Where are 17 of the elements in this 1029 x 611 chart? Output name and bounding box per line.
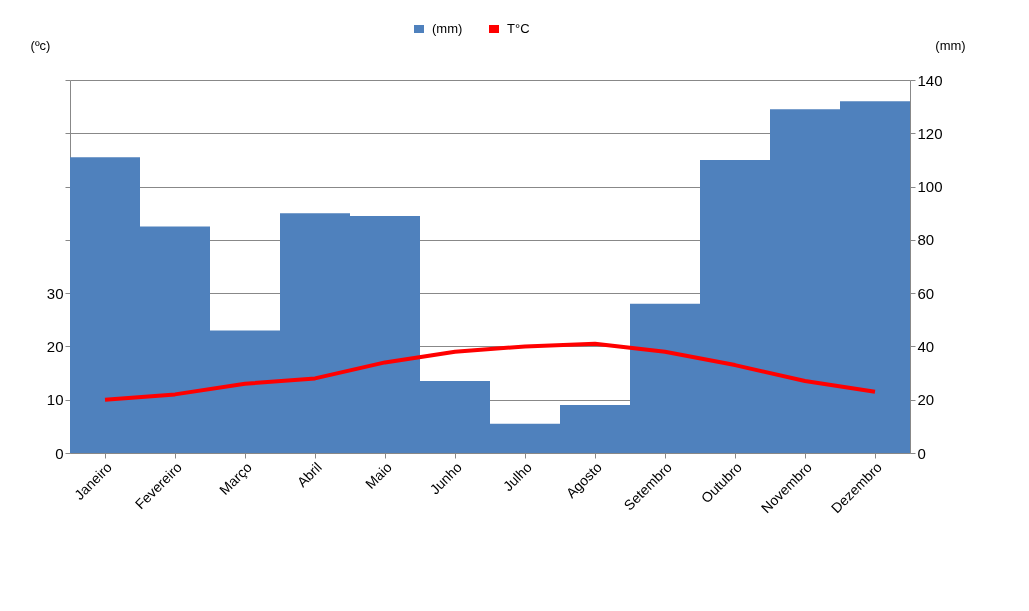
y-axis-title: (ºc) [30, 37, 51, 53]
y2-axis-title: (mm) [935, 37, 966, 53]
legend-label: T°C [507, 21, 530, 36]
y-tick-label: 10 [46, 391, 64, 409]
y2-tick-label: 20 [917, 391, 935, 409]
y2-tick-label: 100 [917, 178, 943, 196]
legend-label: (mm) [432, 21, 463, 36]
y2-tick-label: 60 [917, 284, 935, 302]
y-tick-label: 30 [46, 284, 64, 302]
y2-tick-label: 140 [917, 71, 943, 89]
y2-tick-label: 0 [917, 444, 926, 462]
line-series [103, 341, 877, 402]
y2-tick-label: 80 [917, 231, 935, 249]
y-tick-label: 0 [55, 444, 64, 462]
y2-tick-label: 40 [917, 337, 935, 355]
y2-tick-label: 120 [917, 124, 943, 142]
y-tick-label: 20 [46, 337, 64, 355]
